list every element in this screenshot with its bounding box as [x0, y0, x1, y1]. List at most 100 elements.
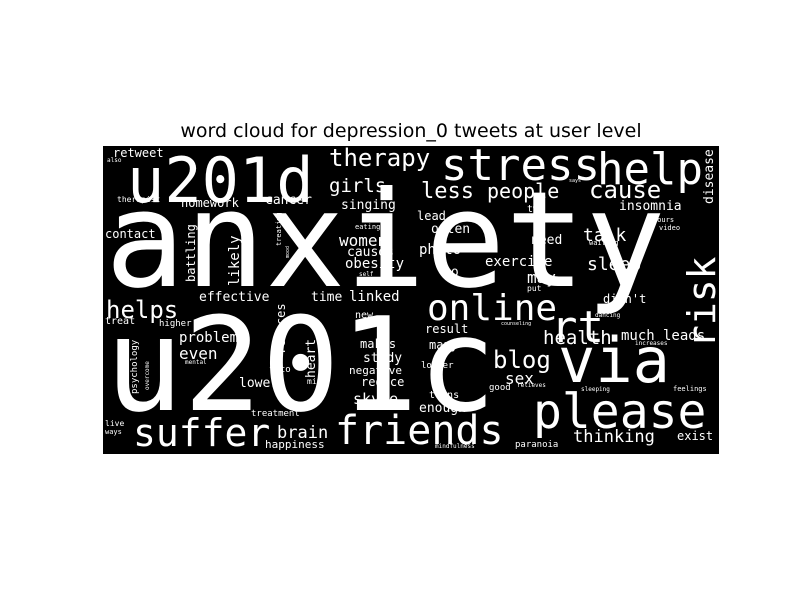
- word-relieves: relieves: [517, 382, 546, 389]
- word-psychology: psychology: [130, 339, 140, 394]
- word-friends: friends: [335, 408, 504, 454]
- word-leads: leads: [663, 328, 705, 344]
- word-photo: photo: [419, 242, 461, 258]
- word-result: result: [425, 322, 468, 336]
- word-go: go: [443, 265, 459, 280]
- word-live: live: [105, 419, 124, 428]
- word-much: much: [621, 328, 655, 344]
- word-mental: mental: [185, 359, 207, 366]
- word-thinking: thinking: [573, 427, 655, 447]
- word-often: often: [431, 222, 470, 237]
- word-says: says: [569, 178, 581, 184]
- word-didnt: didn't: [603, 292, 646, 306]
- word-helps: helps: [106, 296, 178, 324]
- word-likely: likely: [227, 235, 243, 286]
- word-battling: battling: [184, 224, 198, 282]
- word-lead: lead: [417, 209, 446, 223]
- word-higher: higher: [159, 319, 192, 329]
- word-women: women: [339, 231, 387, 250]
- word-exist: exist: [677, 429, 713, 443]
- word-eating: eating: [355, 223, 380, 231]
- word-u201c: u201c: [105, 289, 496, 441]
- word-foto: foto: [269, 365, 291, 375]
- word-homework: homework: [181, 196, 240, 210]
- word-rt: rt: [551, 302, 604, 353]
- word-u201d: u201d: [127, 146, 314, 217]
- word-exercise: exercise: [485, 254, 552, 270]
- word-contact: contact: [105, 227, 156, 241]
- word-linked: linked: [349, 289, 400, 305]
- word-treatment: treatment: [251, 409, 300, 419]
- word-retweet: retweet: [113, 146, 164, 160]
- word-risk: risk: [680, 256, 719, 348]
- word-heart: heart: [304, 339, 319, 378]
- word-self: self: [359, 271, 374, 278]
- word-please: please: [533, 384, 706, 440]
- word-counseling: counseling: [501, 321, 531, 327]
- word-longer: longer: [421, 361, 454, 371]
- word-overcome: overcome: [144, 361, 151, 390]
- figure-title: word cloud for depression_0 tweets at us…: [180, 120, 642, 142]
- word-health: health: [543, 327, 612, 349]
- word-online: online: [427, 288, 557, 329]
- word-many: many: [429, 338, 458, 352]
- word-problems: problems: [179, 330, 246, 346]
- word-disease: disease: [702, 149, 717, 204]
- word-study: study: [363, 351, 402, 366]
- word-therapy: therapy: [329, 146, 430, 172]
- word-stress: stress: [441, 146, 600, 191]
- word-dancing: dancing: [595, 312, 621, 319]
- word-help: help: [597, 146, 703, 195]
- word-new: new: [355, 310, 374, 321]
- word-makes: makes: [360, 337, 396, 351]
- word-causes: causes: [347, 245, 394, 260]
- word-talk: talk: [583, 225, 627, 246]
- word-time: time: [311, 290, 342, 305]
- word-good: good: [489, 383, 511, 393]
- word-sex: sex: [505, 369, 534, 388]
- word-therapist: therapist: [117, 195, 161, 204]
- word-ways: ways: [105, 428, 122, 436]
- word-lower: lower: [239, 376, 278, 391]
- word-reduces: reduces: [274, 303, 288, 354]
- word-happiness: happiness: [265, 438, 325, 451]
- word-brain: brain: [277, 423, 328, 443]
- word-feelings: feelings: [673, 385, 707, 393]
- word-effective: effective: [199, 290, 270, 305]
- word-video: video: [659, 224, 680, 232]
- word-blog: blog: [493, 346, 551, 374]
- word-cancer: cancer: [265, 193, 312, 208]
- word-even: even: [179, 344, 218, 363]
- word-may: may: [527, 268, 556, 287]
- word-mood: mood: [285, 246, 291, 258]
- word-treating: treating: [275, 212, 283, 246]
- word-waiting: waiting: [589, 239, 619, 247]
- word-also: also: [107, 157, 122, 164]
- word-sleep: sleep: [587, 254, 641, 275]
- word-cloud-canvas: anxiety u201c u201d stress help please v…: [105, 146, 719, 454]
- word-girls: girls: [329, 175, 386, 197]
- word-singing: singing: [341, 198, 396, 213]
- word-mind: mind: [307, 377, 326, 386]
- word-insomnia: insomnia: [619, 199, 682, 214]
- word-mindfulness: mindfulness: [435, 443, 475, 450]
- word-paranoia: paranoia: [515, 440, 558, 450]
- word-less: less: [421, 179, 474, 204]
- word-anxiety: anxiety: [105, 164, 666, 318]
- word-need: need: [531, 233, 562, 248]
- word-cause: cause: [589, 176, 661, 204]
- word-treat: treat: [105, 316, 135, 327]
- word-put: put: [527, 284, 542, 293]
- word-negative: negative: [349, 364, 402, 377]
- word-people: people: [487, 179, 559, 203]
- word-teens: teens: [429, 390, 459, 401]
- word-cloud: anxiety u201c u201d stress help please v…: [103, 146, 719, 454]
- word-obesity: obesity: [345, 256, 404, 272]
- word-increases: increases: [635, 340, 668, 347]
- word-suffer: suffer: [133, 411, 270, 454]
- word-enough: enough: [419, 401, 466, 416]
- word-skype: skype: [353, 390, 398, 408]
- word-via: via: [558, 324, 670, 397]
- word-sleeping: sleeping: [581, 386, 610, 393]
- word-hours: hours: [653, 216, 674, 224]
